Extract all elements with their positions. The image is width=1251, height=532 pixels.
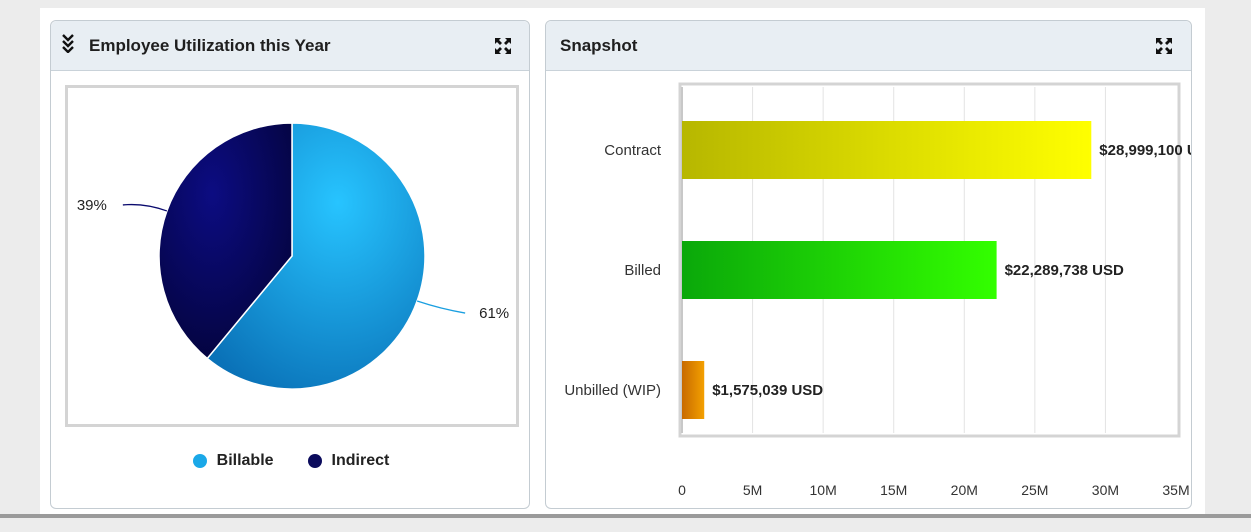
dashboard-page: Employee Utilization this Year [40,8,1205,514]
y-category-label-contract: Contract [604,142,662,159]
page-bottom-rule [0,514,1251,518]
x-tick-label: 0 [678,482,686,498]
legend-marker-billable [192,454,207,468]
bar-unbilled-wip[interactable] [682,361,705,419]
utilization-widget-header: Employee Utilization this Year [51,21,529,71]
pie-label-connector-billable [416,300,466,314]
pie-data-label-indirect: 39% [77,197,107,214]
legend-label-indirect: Indirect [331,452,390,469]
x-tick-label: 5M [743,482,762,498]
x-tick-label: 35M [1162,482,1189,498]
x-tick-label: 30M [1092,482,1119,498]
legend-marker-indirect [307,454,322,468]
utilization-chart-frame: 61% 39% [65,85,519,427]
snapshot-widget-title: Snapshot [560,36,638,55]
expand-icon[interactable] [494,37,512,55]
x-tick-label: 25M [1021,482,1048,498]
utilization-widget-title: Employee Utilization this Year [89,36,331,55]
bar-data-label-unbilled-wip: $1,575,039 USD [712,382,823,399]
pie-slice-indirect[interactable] [158,122,293,360]
bar-contract[interactable] [682,121,1092,179]
legend-item-billable[interactable]: Billable [192,452,274,470]
x-tick-label: 20M [951,482,978,498]
y-category-label-unbilled-wip: Unbilled (WIP) [564,382,661,399]
double-chevron-down-icon[interactable] [61,33,75,53]
snapshot-widget-header: Snapshot [546,21,1191,71]
y-category-label-billed: Billed [624,262,661,279]
x-tick-label: 10M [810,482,837,498]
snapshot-widget: Snapshot [545,20,1192,509]
bar-data-label-billed: $22,289,738 USD [1005,262,1124,279]
expand-icon[interactable] [1155,37,1173,55]
pie-data-label-billable: 61% [479,305,509,322]
bar-data-label-contract: $28,999,100 USD [1099,142,1191,159]
legend-item-indirect[interactable]: Indirect [307,452,390,470]
x-tick-label: 15M [880,482,907,498]
bar-billed[interactable] [682,241,997,299]
utilization-pie-chart: 61% 39% [77,122,509,390]
employee-utilization-widget: Employee Utilization this Year [50,20,530,509]
legend-label-billable: Billable [216,452,274,469]
pie-label-connector-indirect [122,203,168,212]
snapshot-bar-chart: Contract $28,999,100 USD Billed $22,289,738… [564,82,1191,498]
utilization-legend: Billable Indirect [51,449,531,473]
